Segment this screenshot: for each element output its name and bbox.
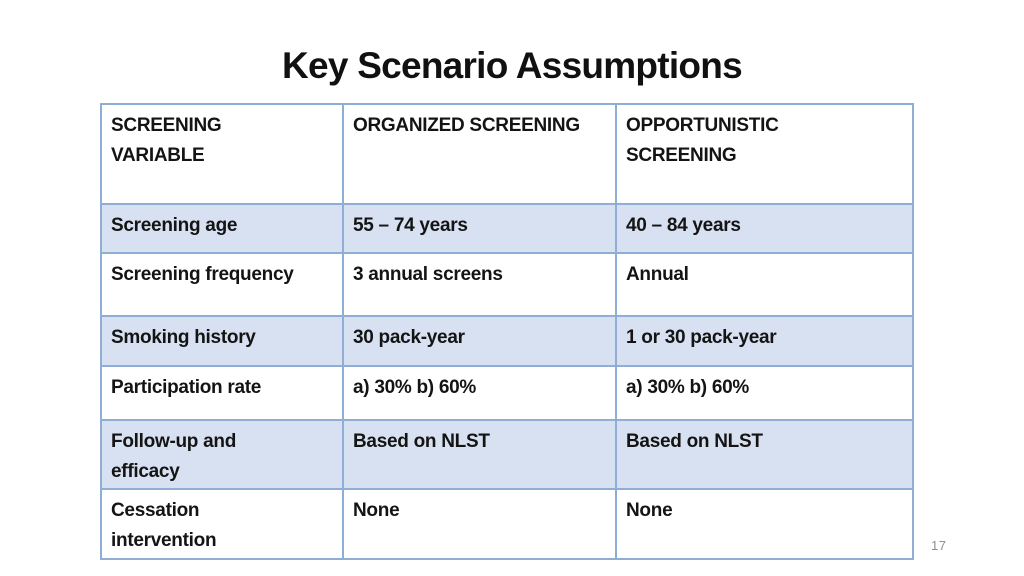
table-cell: 1 or 30 pack-year [617,317,912,365]
slide-title: Key Scenario Assumptions [282,45,743,86]
assumptions-table: SCREENING VARIABLE ORGANIZED SCREENING O… [100,103,914,560]
table-cell: Annual [617,254,912,315]
header-screening-variable: SCREENING VARIABLE [102,105,342,203]
table-cell: 3 annual screens [344,254,615,315]
table-cell: Based on NLST [617,421,912,488]
table-cell: Smoking history [102,317,342,365]
table-cell: Based on NLST [344,421,615,488]
page-number: 17 [931,538,947,553]
table-cell: Screening frequency [102,254,342,315]
header-organized-screening: ORGANIZED SCREENING [344,105,615,203]
table-cell: Participation rate [102,367,342,419]
table-cell: Screening age [102,205,342,252]
table-cell: 40 – 84 years [617,205,912,252]
table-cell: a) 30% b) 60% [617,367,912,419]
table-cell: a) 30% b) 60% [344,367,615,419]
table-cell: None [617,490,912,558]
header-opportunistic-screening: OPPORTUNISTIC SCREENING [617,105,912,203]
table-cell: 55 – 74 years [344,205,615,252]
table-cell: Cessation intervention [102,490,342,558]
table-cell: Follow-up and efficacy [102,421,342,488]
table-cell: None [344,490,615,558]
table-cell: 30 pack-year [344,317,615,365]
